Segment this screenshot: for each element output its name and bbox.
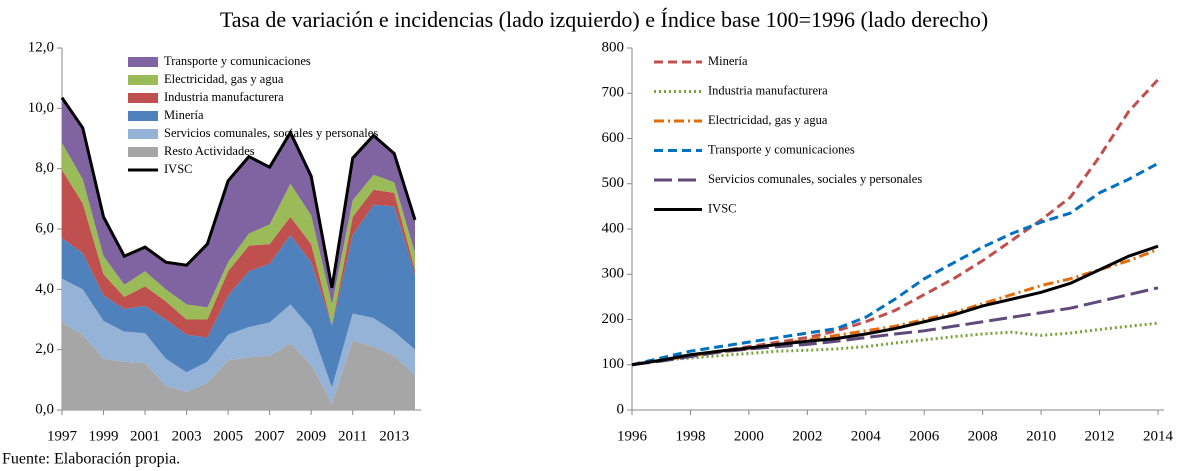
y-tick-label: 0,0 [35, 401, 54, 417]
legend-swatch [128, 93, 158, 103]
legend-label: Transporte y comunicaciones [164, 54, 311, 68]
page-title: Tasa de variación e incidencias (lado iz… [220, 7, 988, 32]
y-tick-label: 500 [602, 175, 625, 191]
x-tick-label: 2012 [1085, 428, 1115, 444]
y-tick-label: 800 [602, 39, 625, 55]
x-tick-label: 2004 [851, 428, 882, 444]
y-tick-label: 700 [602, 85, 625, 101]
y-tick-label: 300 [602, 266, 625, 282]
y-tick-label: 6,0 [35, 220, 54, 236]
legend-label: Servicios comunales, sociales y personal… [708, 172, 922, 186]
x-tick-label: 2008 [968, 428, 998, 444]
x-tick-label: 2002 [792, 428, 822, 444]
x-tick-label: 2011 [338, 428, 367, 444]
y-tick-label: 400 [602, 220, 625, 236]
legend-label: Resto Actividades [164, 144, 255, 158]
area [62, 278, 415, 404]
legend-label: Transporte y comunicaciones [708, 142, 855, 156]
area [62, 204, 415, 388]
y-tick-label: 600 [602, 130, 625, 146]
x-tick-label: 2005 [213, 428, 243, 444]
x-tick-label: 2010 [1026, 428, 1056, 444]
legend-swatch [128, 129, 158, 139]
y-tick-label: 4,0 [35, 281, 54, 297]
x-tick-label: 2001 [130, 428, 160, 444]
area [62, 170, 415, 338]
x-tick-label: 1999 [89, 428, 119, 444]
legend-label: Industria manufacturera [708, 83, 828, 97]
area [62, 322, 415, 410]
area [62, 97, 415, 308]
line [60, 96, 417, 289]
y-tick-label: 8,0 [35, 160, 54, 176]
legend-label: IVSC [708, 201, 736, 215]
legend-swatch [128, 75, 158, 85]
legend-label: Minería [164, 108, 204, 122]
legend-label: IVSC [164, 162, 192, 176]
x-tick-label: 2006 [909, 428, 940, 444]
line [631, 321, 1159, 367]
x-tick-label: 2014 [1143, 428, 1174, 444]
legend-label: Servicios comunales, sociales y personal… [164, 126, 378, 140]
x-tick-label: 1997 [47, 428, 78, 444]
x-tick-label: 2000 [734, 428, 764, 444]
y-tick-label: 2,0 [35, 341, 54, 357]
y-tick-label: 200 [602, 311, 625, 327]
line [631, 162, 1159, 367]
legend-label: Minería [708, 54, 748, 68]
y-tick-label: 10,0 [28, 100, 54, 116]
x-tick-label: 2003 [172, 428, 202, 444]
line [631, 244, 1159, 367]
legend-swatch [128, 57, 158, 67]
line [631, 247, 1159, 367]
y-tick-label: 12,0 [28, 39, 54, 55]
x-tick-label: 1996 [617, 428, 648, 444]
x-tick-label: 2009 [296, 428, 326, 444]
source-note: Fuente: Elaboración propia. [2, 451, 180, 468]
y-tick-label: 100 [602, 356, 625, 372]
legend-label: Industria manufacturera [164, 90, 284, 104]
y-tick-label: 0 [617, 401, 625, 417]
legend-label: Electricidad, gas y agua [708, 113, 828, 127]
legend-swatch [128, 147, 158, 157]
x-tick-label: 2007 [255, 428, 286, 444]
legend-label: Electricidad, gas y agua [164, 72, 284, 86]
x-tick-label: 2013 [379, 428, 409, 444]
area [62, 143, 415, 326]
legend-swatch [128, 111, 158, 121]
x-tick-label: 1998 [675, 428, 705, 444]
